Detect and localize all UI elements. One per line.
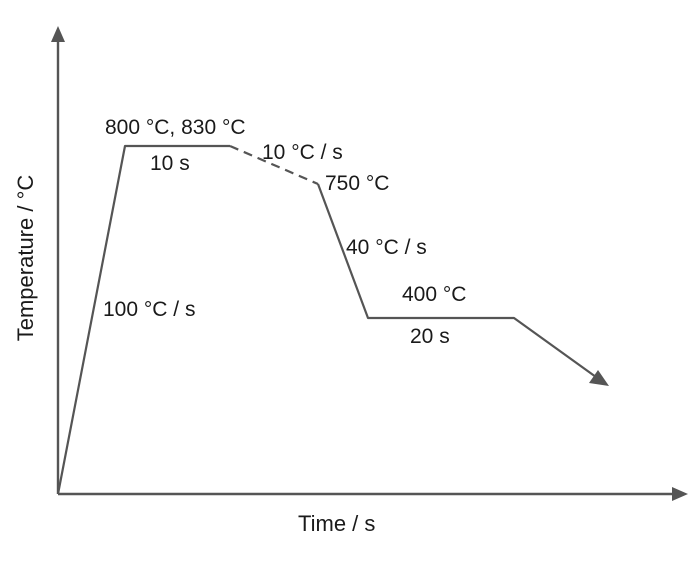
- peak-hold-time-label: 10 s: [150, 152, 190, 175]
- temperature-750-label: 750 °C: [325, 172, 389, 195]
- heating-and-hold-segment: [56, 144, 230, 495]
- heating-rate-label: 100 °C / s: [103, 298, 195, 321]
- x-axis-label: Time / s: [298, 511, 375, 536]
- temperature-400-label: 400 °C: [402, 283, 466, 306]
- cooling-rate-2-label: 40 °C / s: [346, 236, 427, 259]
- slow-cooling-segment: [229, 144, 319, 186]
- peak-temperature-label: 800 °C, 830 °C: [105, 116, 246, 139]
- y-axis-arrowhead: [51, 26, 65, 42]
- final-cooling-arrowhead: [589, 370, 609, 386]
- y-axis-label: Temperature / °C: [13, 175, 38, 342]
- x-axis-arrowhead: [672, 487, 688, 501]
- cooling-rate-1-label: 10 °C / s: [262, 141, 343, 164]
- fast-cooling-and-hold-segment: [316, 183, 597, 378]
- hold-400-time-label: 20 s: [410, 325, 450, 348]
